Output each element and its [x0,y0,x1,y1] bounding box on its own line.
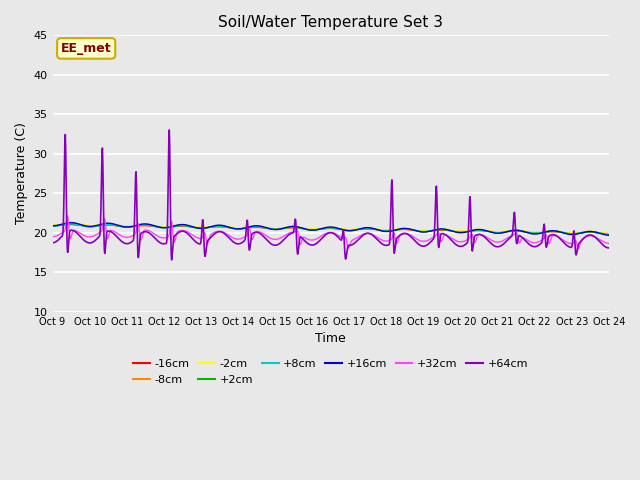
Text: EE_met: EE_met [61,42,111,55]
Y-axis label: Temperature (C): Temperature (C) [15,122,28,225]
X-axis label: Time: Time [316,332,346,345]
Title: Soil/Water Temperature Set 3: Soil/Water Temperature Set 3 [218,15,443,30]
Legend: -16cm, -8cm, -2cm, +2cm, +8cm, +16cm, +32cm, +64cm: -16cm, -8cm, -2cm, +2cm, +8cm, +16cm, +3… [129,355,532,389]
